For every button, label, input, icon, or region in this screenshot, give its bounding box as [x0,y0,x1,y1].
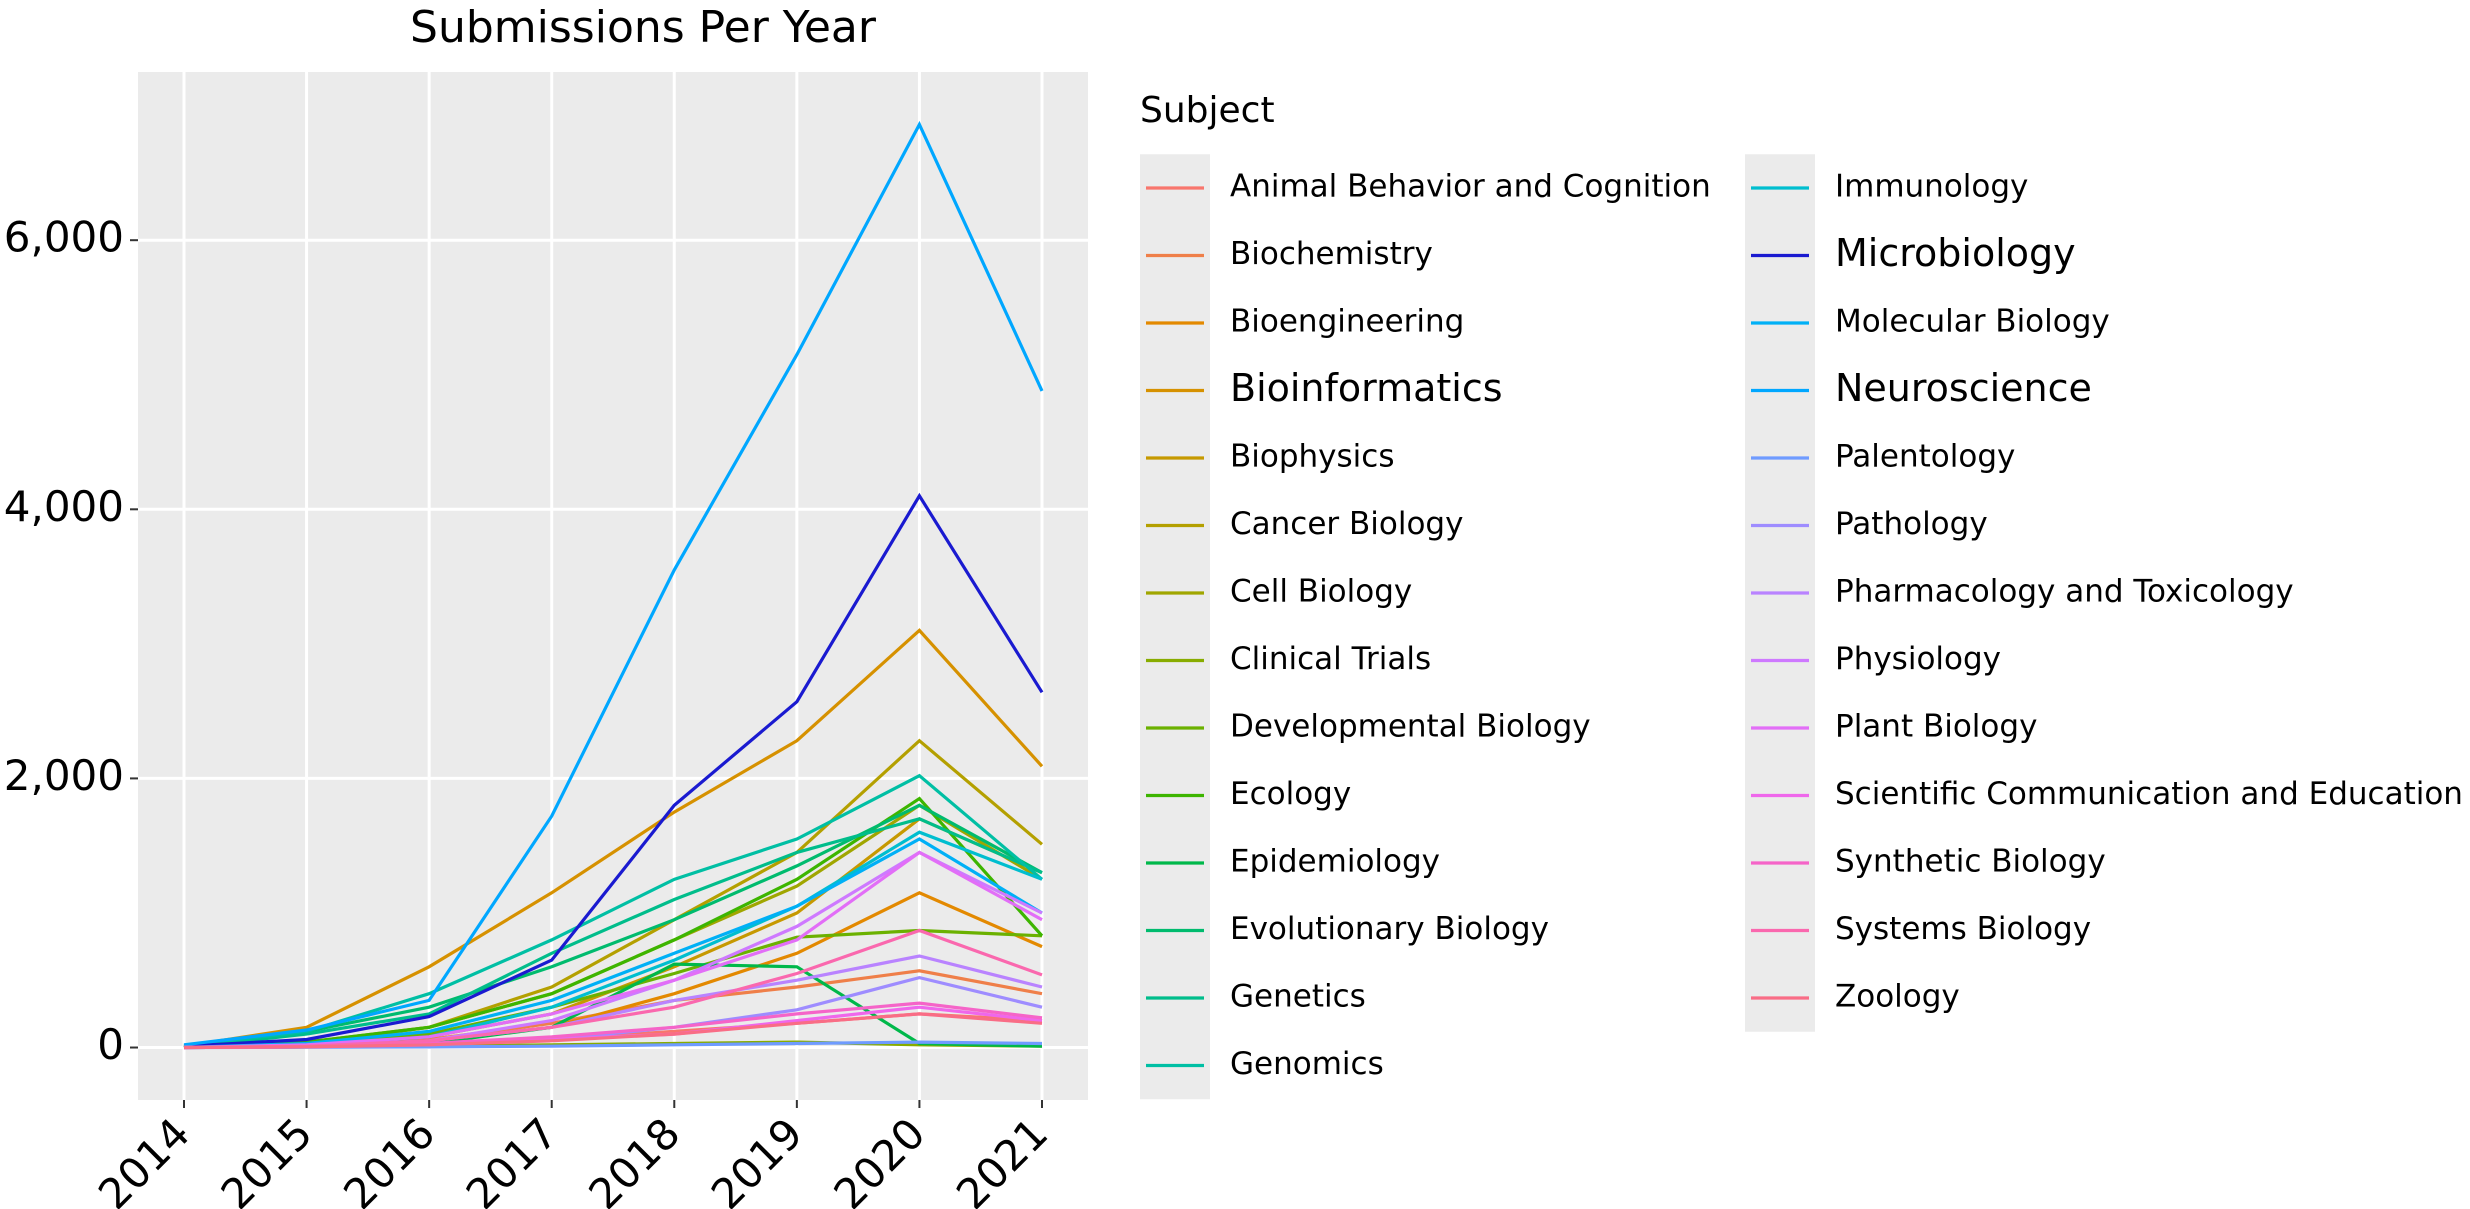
x-tick-label: 2016 [334,1109,444,1209]
legend-label: Synthetic Biology [1835,844,2106,880]
legend-label: Systems Biology [1835,911,2091,947]
legend-label: Genetics [1230,979,1366,1015]
series-line [183,120,1044,1047]
legend-label: Physiology [1835,641,2001,677]
x-tick-label: 2017 [457,1109,567,1209]
series-line [183,492,1044,1048]
legend-label: Pharmacology and Toxicology [1835,574,2294,610]
legend-label: Cell Biology [1230,574,1412,610]
series-line [183,628,1044,1048]
series-line [183,796,1044,1050]
legend-label: Evolutionary Biology [1230,911,1549,947]
series-line [183,1012,1043,1050]
legend-label: Biophysics [1230,439,1394,475]
x-tick-label: 2021 [947,1109,1057,1209]
plot-panel [138,72,1088,1100]
legend-label: Palentology [1835,439,2015,475]
y-tick-label: 2,000 [4,751,124,800]
series-line [183,837,1043,1050]
legend-label: Zoology [1835,979,1960,1015]
legend-key-bg [1140,154,1210,1100]
legend-label: Genomics [1230,1046,1384,1082]
legend-label: Epidemiology [1230,844,1440,880]
chart-title: Submissions Per Year [410,2,877,53]
legend-title: Subject [1140,90,1275,131]
legend-label: Microbiology [1835,231,2076,275]
x-tick-label: 2020 [824,1109,934,1209]
legend-label: Plant Biology [1835,709,2037,745]
legend-label: Animal Behavior and Cognition [1230,169,1711,205]
legend-label: Developmental Biology [1230,709,1591,745]
series-line [183,817,1043,1050]
legend-label: Ecology [1230,776,1351,812]
legend-label: Pathology [1835,506,1988,542]
legend-label: Bioinformatics [1230,366,1503,410]
legend-label: Molecular Biology [1835,304,2110,340]
x-tick-label: 2019 [702,1109,812,1209]
x-tick-label: 2015 [212,1109,322,1209]
legend-label: Cancer Biology [1230,506,1463,542]
legend-label: Clinical Trials [1230,641,1431,677]
y-tick-label: 0 [97,1020,124,1069]
series-line [183,850,1043,1050]
legend-label: Neuroscience [1835,366,2092,410]
series-line [183,803,1043,1050]
y-tick-label: 6,000 [4,213,124,262]
legend-label: Bioengineering [1230,304,1464,340]
legend-label: Scientific Communication and Education [1835,776,2463,812]
legend-label: Immunology [1835,169,2028,205]
x-tick-label: 2014 [89,1109,199,1209]
legend-label: Biochemistry [1230,236,1433,272]
x-tick-label: 2018 [579,1109,689,1209]
y-tick-label: 4,000 [4,482,124,531]
